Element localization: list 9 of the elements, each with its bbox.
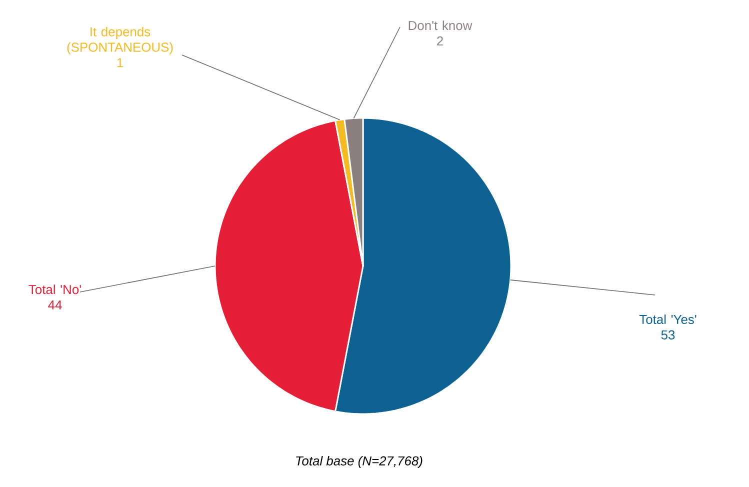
- data-label: 1: [117, 58, 123, 68]
- slice-label: Total 'No': [28, 284, 81, 294]
- slice-label: Don't know: [408, 20, 472, 30]
- slice-label: Total 'Yes': [639, 314, 696, 324]
- data-label: 53: [661, 330, 675, 340]
- data-label: 44: [48, 300, 62, 310]
- text: Total base (N=27,768): [296, 456, 422, 468]
- data-label: 2: [437, 36, 443, 46]
- slice-label: It depends (SPONTANEOUS): [67, 26, 173, 54]
